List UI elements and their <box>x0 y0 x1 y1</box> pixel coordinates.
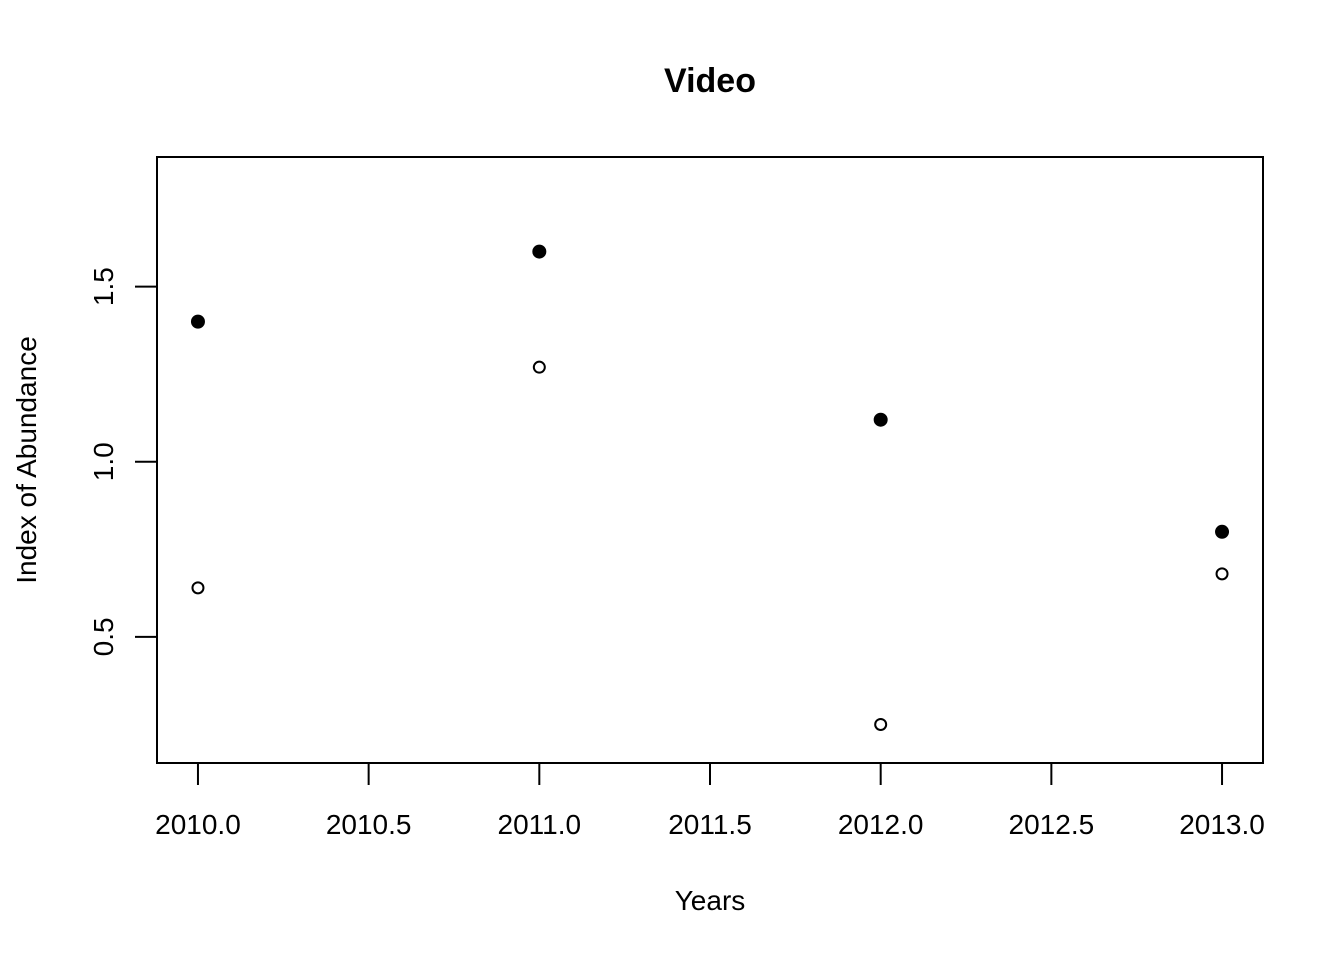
y-axis-title: Index of Abundance <box>11 336 42 584</box>
x-tick-label: 2011.5 <box>668 809 752 840</box>
open-point <box>874 717 888 731</box>
y-tick-label: 0.5 <box>88 617 119 656</box>
x-tick-label: 2012.5 <box>1009 809 1095 840</box>
x-axis-title: Years <box>675 885 746 916</box>
open-point <box>532 360 546 374</box>
filled-point <box>873 412 888 427</box>
filled-point <box>190 314 205 329</box>
data-points <box>190 244 1230 731</box>
x-tick-label: 2010.0 <box>155 809 241 840</box>
x-axis: 2010.0 2010.5 2011.0 2011.5 2012.0 2012.5 2013… <box>155 762 1265 840</box>
chart-title: Video <box>664 62 756 100</box>
x-tick-label: 2013.0 <box>1179 809 1265 840</box>
filled-point <box>532 244 547 259</box>
x-tick-label: 2011.0 <box>498 809 582 840</box>
filled-point <box>1215 524 1230 539</box>
open-point <box>1215 567 1229 581</box>
y-axis: 0.5 1.0 1.5 <box>88 267 158 656</box>
y-tick-label: 1.0 <box>88 442 119 481</box>
x-tick-label: 2012.0 <box>838 809 924 840</box>
y-tick-label: 1.5 <box>88 267 119 306</box>
plot-frame <box>156 156 1264 764</box>
x-tick-label: 2010.5 <box>326 809 412 840</box>
open-point <box>191 581 205 595</box>
